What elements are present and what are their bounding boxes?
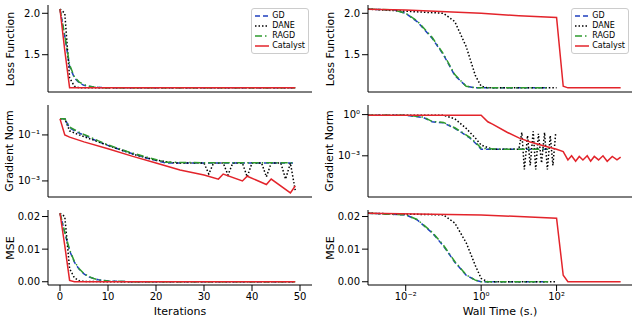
svg-text:10⁻²: 10⁻² [395,291,417,302]
svg-text:0.00: 0.00 [338,276,360,287]
svg-text:10: 10 [102,291,115,302]
svg-text:40: 40 [246,291,259,302]
html-text:MSE: MSE [323,235,336,260]
svg-text:2.0: 2.0 [24,8,40,19]
svg-text:10⁰: 10⁰ [473,291,490,302]
svg-text:0.01: 0.01 [18,244,40,255]
svg-text:50: 50 [294,291,307,302]
html-text:Catalyst: Catalyst [592,41,625,50]
html-text:Loss Function: Loss Function [323,11,336,86]
html-text:DANE: DANE [272,21,295,30]
svg-text:2.0: 2.0 [344,8,360,19]
html-text:Catalyst: Catalyst [272,41,305,50]
svg-text:1.5: 1.5 [344,49,360,60]
html-text:GD: GD [592,11,605,20]
html-text:Gradient Norm: Gradient Norm [323,110,336,192]
svg-text:10²: 10² [548,291,565,302]
svg-text:10⁰: 10⁰ [343,109,360,120]
html-text:Iterations: Iterations [153,305,207,318]
html-text:RAGD: RAGD [592,31,616,40]
svg-text:0.01: 0.01 [338,244,360,255]
html-text:GD: GD [272,11,285,20]
html-text:RAGD: RAGD [272,31,296,40]
html-text:Gradient Norm: Gradient Norm [3,110,16,192]
svg-text:1.5: 1.5 [24,49,40,60]
svg-text:0.00: 0.00 [18,276,40,287]
svg-text:30: 30 [198,291,211,302]
svg-text:10⁻³: 10⁻³ [18,175,40,186]
svg-text:0.02: 0.02 [18,211,40,222]
svg-text:20: 20 [150,291,163,302]
svg-text:10⁻¹: 10⁻¹ [18,129,40,140]
svg-text:10⁻³: 10⁻³ [338,150,360,161]
html-text:Wall Time (s.): Wall Time (s.) [462,305,538,318]
html-text:MSE: MSE [3,235,16,260]
html-text:Loss Function: Loss Function [3,11,16,86]
svg-text:0: 0 [57,291,63,302]
svg-text:0.02: 0.02 [338,211,360,222]
html-text:DANE: DANE [592,21,615,30]
